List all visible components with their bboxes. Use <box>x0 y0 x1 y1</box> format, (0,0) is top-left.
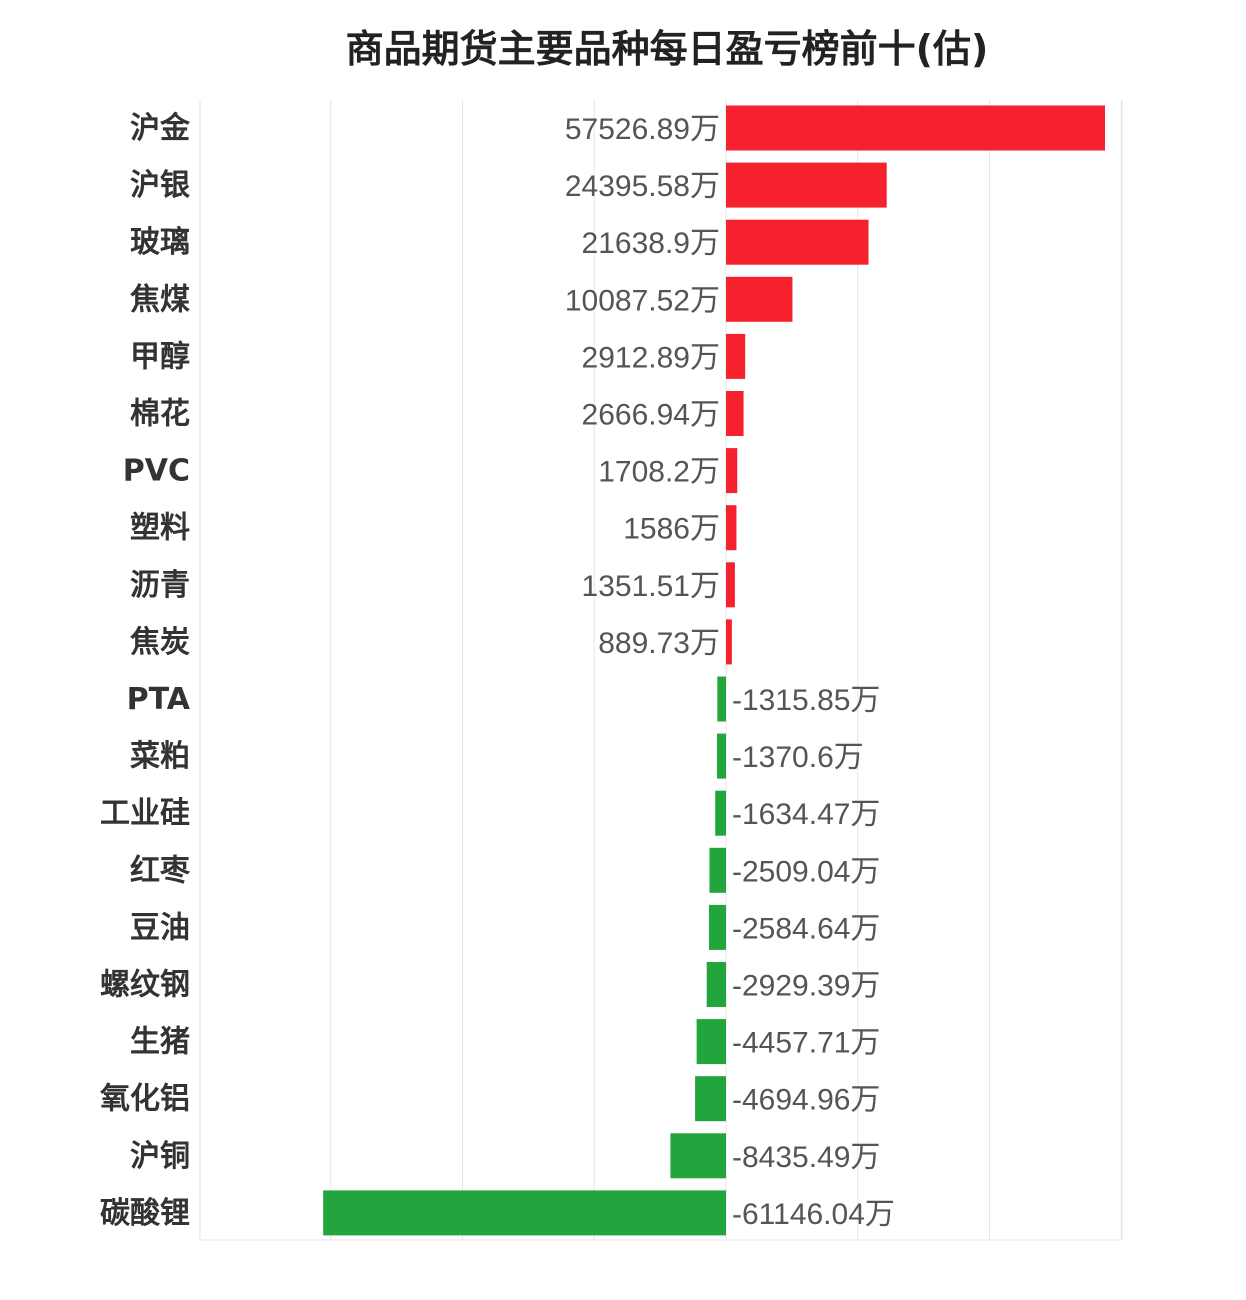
bar <box>726 391 744 436</box>
value-label: -4457.71万 <box>732 1027 880 1060</box>
category-label: PTA <box>127 682 191 717</box>
category-label: 菜粕 <box>130 739 190 774</box>
bar <box>726 448 738 494</box>
bar <box>716 733 726 779</box>
bar <box>726 562 735 608</box>
value-label: -2929.39万 <box>732 970 880 1003</box>
bar <box>726 333 746 379</box>
category-label: 豆油 <box>130 910 190 945</box>
value-label: -8435.49万 <box>732 1141 880 1174</box>
category-label: 玻璃 <box>130 225 190 260</box>
bar <box>706 962 726 1007</box>
bar <box>726 505 737 551</box>
value-label: 1586万 <box>623 513 720 546</box>
category-label: 塑料 <box>130 511 190 546</box>
category-label: 红枣 <box>130 853 191 888</box>
category-label: 沪银 <box>130 168 190 203</box>
category-label: 工业硅 <box>100 796 190 831</box>
chart-title: 商品期货主要品种每日盈亏榜前十(估) <box>345 27 989 71</box>
category-label: 生猪 <box>130 1025 190 1060</box>
value-label: 24395.58万 <box>565 170 720 203</box>
category-label: 甲醇 <box>130 339 190 374</box>
value-label: 21638.9万 <box>582 227 720 260</box>
category-label: PVC <box>123 454 190 489</box>
value-label: -1315.85万 <box>732 684 880 717</box>
value-label: -1634.47万 <box>732 798 880 831</box>
category-label: 沪铜 <box>130 1139 190 1174</box>
bar <box>726 619 732 665</box>
category-label: 焦煤 <box>130 282 190 317</box>
value-label: -61146.04万 <box>732 1198 895 1231</box>
category-label: 沪金 <box>130 111 191 146</box>
value-label: 2666.94万 <box>582 399 720 432</box>
bar <box>708 904 726 950</box>
bar <box>695 1076 726 1122</box>
value-label: 889.73万 <box>598 627 720 660</box>
category-label: 螺纹钢 <box>100 968 190 1003</box>
bar <box>670 1133 726 1179</box>
bar <box>715 790 726 836</box>
bar <box>696 1019 726 1065</box>
value-label: 1351.51万 <box>582 570 720 603</box>
category-label: 焦炭 <box>130 625 190 660</box>
category-label: 沥青 <box>130 568 190 603</box>
value-label: -4694.96万 <box>732 1084 880 1117</box>
value-label: -2509.04万 <box>732 855 880 888</box>
value-label: 10087.52万 <box>565 284 720 317</box>
category-label: 氧化铝 <box>100 1082 190 1117</box>
bar <box>717 676 726 722</box>
bar <box>726 219 869 265</box>
bar <box>726 162 887 208</box>
value-label: -2584.64万 <box>732 912 880 945</box>
value-label: 1708.2万 <box>598 456 720 489</box>
category-label: 棉花 <box>130 397 190 432</box>
bar <box>726 276 793 322</box>
value-label: 2912.89万 <box>582 341 720 374</box>
bar <box>709 847 726 893</box>
bar <box>323 1190 726 1236</box>
value-label: 57526.89万 <box>565 113 720 146</box>
category-label: 碳酸锂 <box>100 1196 190 1231</box>
value-label: -1370.6万 <box>732 741 864 774</box>
bar <box>726 105 1105 151</box>
